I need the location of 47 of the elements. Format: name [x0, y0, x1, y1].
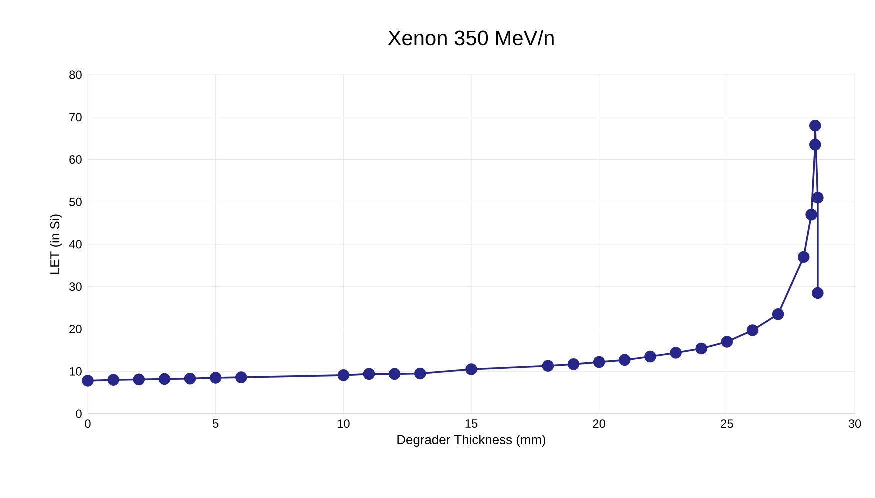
- y-tick-label: 10: [70, 367, 82, 376]
- point: [414, 368, 426, 380]
- point: [542, 360, 554, 372]
- x-tick-label: 20: [593, 420, 606, 428]
- x-tick-label: 0: [85, 420, 91, 428]
- point: [721, 336, 734, 348]
- point: [158, 373, 171, 386]
- point: [644, 350, 656, 363]
- point: [772, 308, 784, 320]
- point: [568, 358, 580, 370]
- x-tick-label: 5: [212, 420, 219, 428]
- y-axis-title: LET (in Si): [50, 214, 62, 274]
- x-axis-title: Degrader Thickness (mm): [398, 434, 546, 448]
- point: [466, 364, 478, 376]
- point: [363, 368, 376, 380]
- point: [812, 192, 824, 204]
- point: [210, 372, 222, 384]
- point: [338, 370, 350, 382]
- point: [184, 372, 196, 385]
- y-tick-label: 0: [76, 410, 82, 418]
- y-tick-label: 30: [70, 282, 82, 292]
- y-tick-label: 60: [70, 156, 82, 164]
- point: [810, 139, 822, 151]
- y-tick-label: 20: [70, 325, 82, 334]
- point: [670, 347, 682, 359]
- point: [806, 208, 818, 221]
- point: [388, 368, 401, 380]
- point: [746, 324, 759, 336]
- point: [696, 342, 708, 355]
- x-tick-label: 10: [338, 420, 350, 428]
- y-tick-label: 80: [70, 70, 82, 80]
- point: [108, 374, 120, 386]
- point: [82, 375, 94, 387]
- y-tick-label: 70: [70, 113, 82, 122]
- point: [812, 287, 824, 300]
- x-tick-label: 15: [466, 420, 478, 428]
- point: [133, 374, 146, 386]
- x-tick-label: 30: [848, 420, 862, 428]
- point: [593, 356, 606, 368]
- y-tick-label: 50: [70, 198, 82, 206]
- point: [810, 120, 822, 132]
- x-tick-label: 25: [721, 420, 734, 428]
- point: [798, 251, 810, 264]
- chart-title: Xenon 350 MeV/n: [388, 30, 554, 46]
- point: [619, 354, 631, 366]
- y-tick-label: 40: [69, 240, 82, 249]
- point: [236, 372, 248, 384]
